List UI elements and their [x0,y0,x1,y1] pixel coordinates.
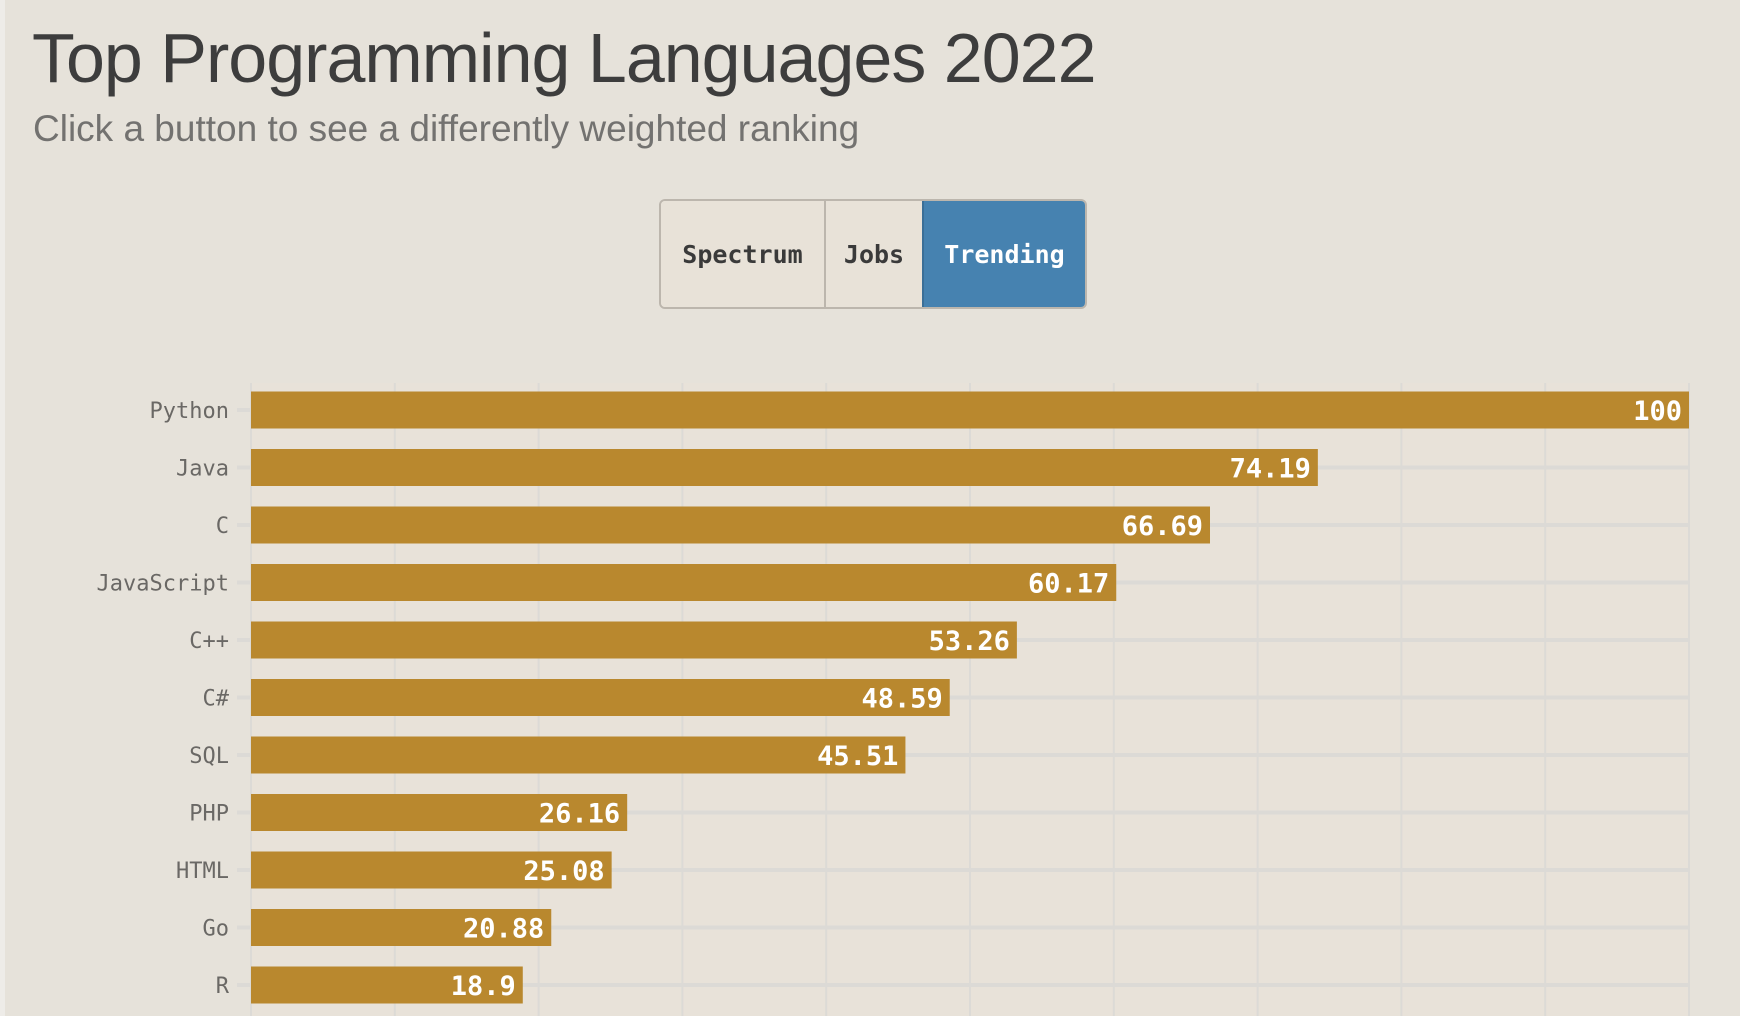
y-tick-label: PHP [189,802,229,827]
bar-python [251,391,1689,429]
bar-sql [251,736,906,774]
y-tick-label: C++ [189,629,229,654]
ranking-button-group: Spectrum Jobs Trending [659,199,1087,309]
bar-r [251,966,523,1004]
page-edge [0,0,5,1016]
y-tick-label: C# [203,687,230,712]
value-label: 60.17 [1028,569,1109,600]
value-label: 18.9 [451,971,516,1002]
y-tick-label: Java [176,457,229,482]
value-label: 45.51 [817,741,898,772]
y-tick-label: Go [203,917,230,942]
value-label: 66.69 [1122,511,1203,542]
y-tick-label: JavaScript [97,572,229,597]
value-label: 100 [1633,396,1682,427]
value-label: 25.08 [523,856,604,887]
bar-java [251,449,1318,486]
bar-go [251,909,552,946]
bar-html [251,851,612,889]
y-tick-label: HTML [176,859,229,884]
trending-button[interactable]: Trending [922,201,1085,307]
y-tick-label: C [216,514,229,539]
jobs-button[interactable]: Jobs [824,201,922,307]
y-tick-label: SQL [189,744,229,769]
y-tick-label: R [216,974,230,999]
bar-php [251,794,628,831]
page-title: Top Programming Languages 2022 [32,19,1097,97]
bar-c++ [251,621,1017,659]
value-label: 53.26 [929,626,1010,657]
value-label: 74.19 [1230,454,1311,485]
y-tick-label: Python [150,399,229,424]
bar-javascript [251,564,1117,601]
spectrum-button[interactable]: Spectrum [661,201,824,307]
page-subtitle: Click a button to see a differently weig… [33,108,860,149]
value-label: 20.88 [463,914,544,945]
value-label: 48.59 [861,684,942,715]
value-label: 26.16 [539,799,620,830]
bar-c# [251,679,950,716]
bar-c [251,506,1211,544]
